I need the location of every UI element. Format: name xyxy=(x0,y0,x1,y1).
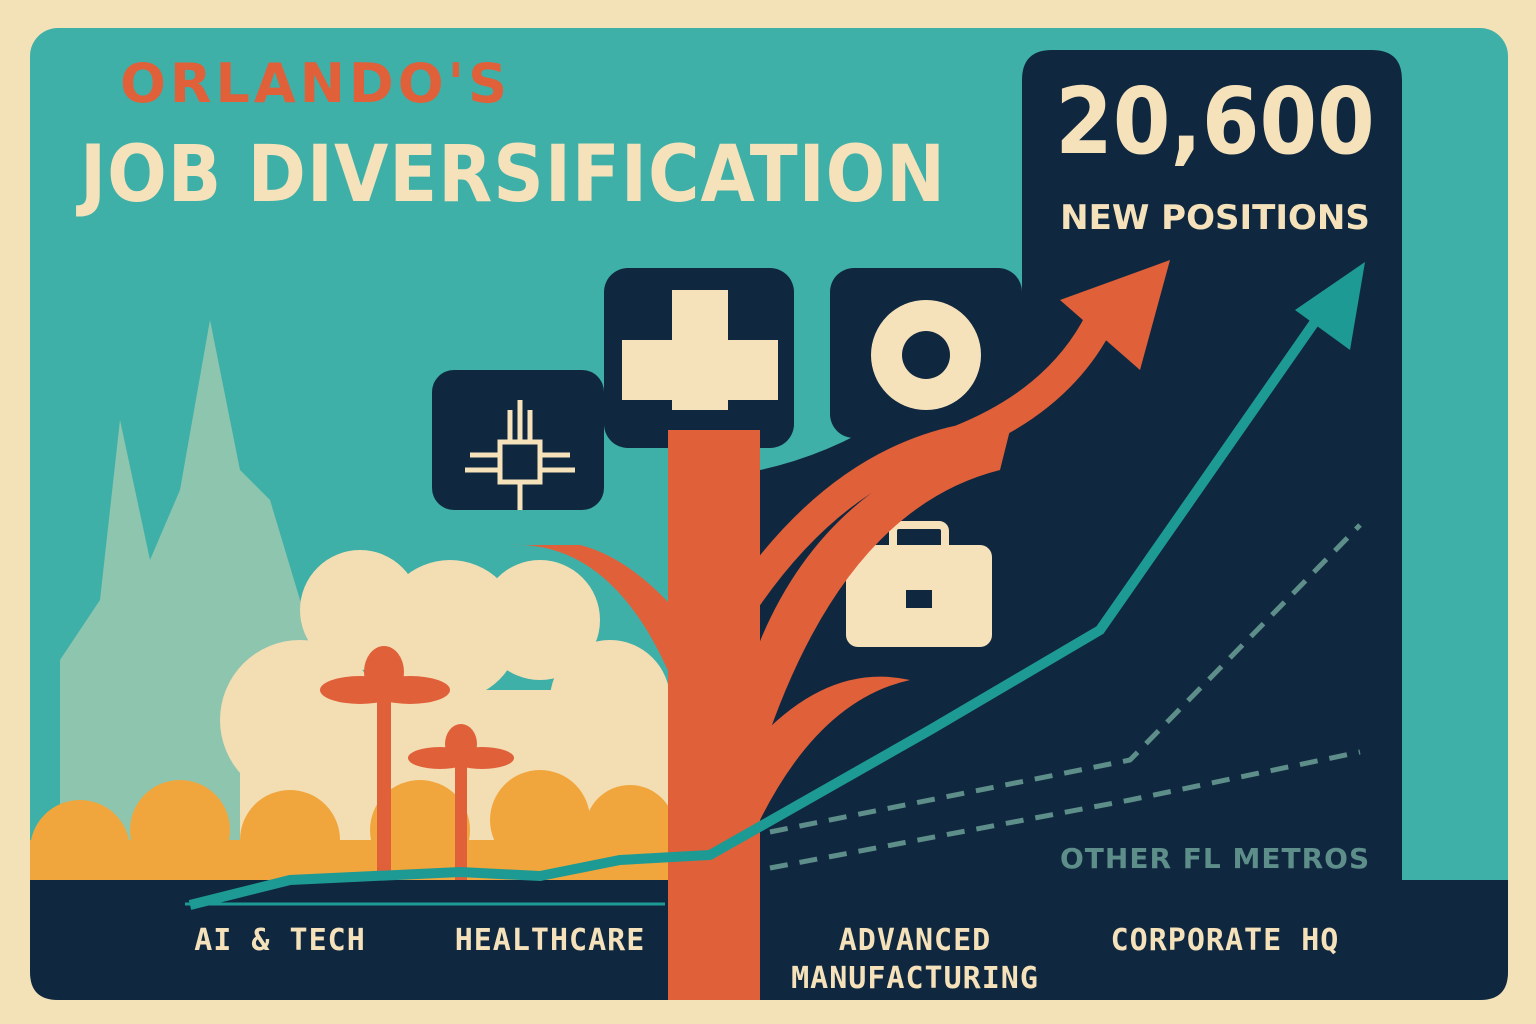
stat-value: 20,600 xyxy=(1055,68,1375,175)
palms xyxy=(320,646,514,880)
teal-arrowhead xyxy=(1295,262,1365,350)
title-line1: ORLANDO'S xyxy=(120,52,512,115)
sector-label: HEALTHCARE xyxy=(454,923,646,958)
briefcase-icon xyxy=(846,521,992,647)
bottom-band xyxy=(30,880,1508,1000)
sector-label: CORPORATE HQ xyxy=(1110,923,1340,958)
comparison-label: OTHER FL METROS xyxy=(1060,842,1371,875)
dashed-line xyxy=(769,749,1361,871)
tree xyxy=(510,430,1010,1000)
orange-arrow xyxy=(707,313,1114,648)
sector-label: AI & TECH xyxy=(194,923,366,958)
bushes xyxy=(30,770,675,900)
title-line2: JOB DIVERSIFICATION xyxy=(80,130,947,220)
dashed-line xyxy=(769,523,1362,835)
sector-label: ADVANCED MANUFACTURING xyxy=(791,923,1039,996)
cross-icon xyxy=(622,290,778,410)
chip-icon xyxy=(465,400,575,510)
teal-arrow xyxy=(188,297,1335,910)
dark-panel xyxy=(760,50,1402,880)
orange-arrowhead xyxy=(1060,260,1170,370)
gear-icon xyxy=(871,300,981,410)
stat-label: NEW POSITIONS xyxy=(1060,198,1370,238)
